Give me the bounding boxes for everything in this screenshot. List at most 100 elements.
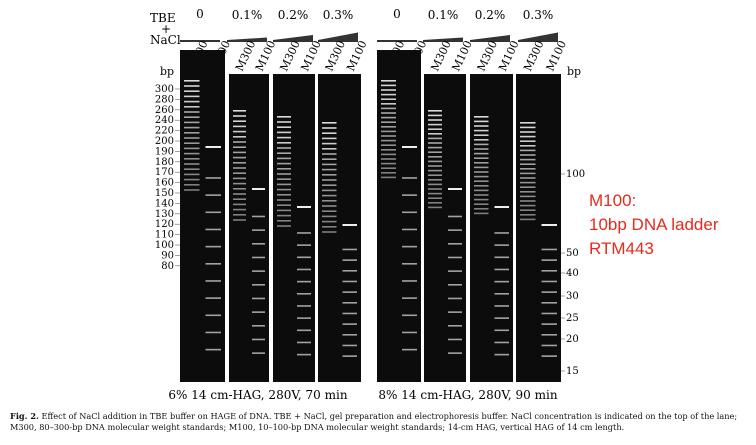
m100-band (252, 297, 265, 300)
m300-band (520, 145, 536, 147)
m300-band (233, 214, 246, 216)
m100-band (252, 243, 265, 245)
m100-band (494, 244, 509, 246)
m300-band (520, 214, 536, 216)
m300-band (520, 131, 536, 133)
m300-band (277, 178, 291, 180)
m100-band (541, 259, 557, 261)
m300-band (233, 177, 246, 180)
concentration-wedge (518, 32, 558, 42)
left-ladder-scale: 3002802602402202001901801701601501401301… (155, 84, 182, 272)
m300-band (277, 225, 291, 227)
m100-band (205, 194, 221, 196)
m300-band (520, 218, 536, 221)
m100-band (342, 224, 357, 226)
m300-band (233, 110, 246, 112)
m300-band (474, 120, 489, 123)
m300-band (233, 208, 246, 211)
m300-band (474, 116, 489, 118)
m300-band (428, 174, 442, 176)
left-tick-label: 120 (155, 219, 174, 230)
m300-band (184, 147, 200, 150)
m100-band (402, 194, 417, 196)
panel-condition-left: 6% 14 cm-HAG, 280V, 70 min (168, 388, 347, 402)
m100-band (342, 344, 357, 347)
m300-band (381, 172, 396, 174)
m100-band (402, 263, 417, 265)
m300-band (322, 148, 337, 150)
buffer-label-line2: + (161, 22, 171, 36)
m100-band (205, 263, 221, 265)
m300-band (381, 139, 396, 142)
m300-band (428, 119, 442, 121)
left-tick-label: 150 (155, 188, 174, 199)
m100-band (252, 325, 265, 327)
concentration-wedge (227, 37, 267, 42)
caption-label: Fig. 2. (10, 411, 39, 421)
m300-band (277, 126, 291, 128)
m300-band (322, 220, 337, 223)
m100-band (541, 291, 557, 293)
m300-band (184, 106, 200, 108)
m300-band (474, 162, 489, 164)
lane-label-m100: M100 (544, 39, 569, 74)
m300-band (520, 191, 536, 193)
gel-lane-panel (424, 74, 466, 382)
m300-band (520, 163, 536, 165)
m100-band (205, 297, 221, 299)
m300-band (428, 128, 442, 130)
right-tick-label: 30 (566, 291, 579, 302)
m300-band (322, 205, 337, 207)
concentration-label: 0 (196, 7, 204, 21)
m100-band (494, 341, 509, 344)
m100-band (342, 259, 357, 261)
left-tick-label: 220 (155, 126, 174, 137)
m100-band (402, 297, 417, 299)
m300-band (520, 126, 536, 129)
m300-band (428, 114, 442, 117)
m300-band (381, 149, 396, 151)
m100-band (494, 280, 509, 283)
m300-band (428, 142, 442, 144)
m100-band (541, 280, 557, 283)
m300-band (520, 200, 536, 202)
m300-band (277, 162, 291, 165)
gel-background (229, 74, 269, 382)
m300-band (322, 122, 337, 124)
m300-band (474, 198, 489, 201)
gel-lane-panel (516, 74, 561, 382)
m300-band (322, 231, 337, 233)
m300-band (322, 215, 337, 218)
m300-band (474, 129, 489, 132)
m100-band (402, 331, 417, 334)
m300-band (277, 209, 291, 212)
m100-band (494, 256, 509, 259)
buffer-label-line3: NaCl (150, 33, 181, 47)
m300-band (277, 204, 291, 206)
m100-band (342, 312, 357, 315)
m100-band (448, 215, 462, 218)
m100-band (252, 256, 265, 259)
m300-band (184, 100, 200, 103)
m300-band (233, 125, 246, 128)
m300-band (277, 142, 291, 144)
m100-band (494, 232, 509, 234)
m100-band (297, 244, 311, 246)
m300-band (474, 157, 489, 159)
gel-background (180, 50, 225, 382)
m100-band (448, 270, 462, 272)
concentration-label: 0.1% (232, 8, 263, 22)
m300-band (233, 167, 246, 169)
concentration-label: 0.3% (323, 8, 354, 22)
m300-band (381, 116, 396, 119)
left-tick-label: 280 (155, 94, 174, 105)
m300-band (428, 123, 442, 126)
m300-band (381, 80, 396, 82)
m300-band (520, 154, 536, 156)
m100-band (205, 331, 221, 334)
m300-band (474, 125, 489, 127)
m300-band (233, 198, 246, 200)
m100-band (448, 243, 462, 245)
m300-band (233, 136, 246, 138)
m100-band (402, 314, 417, 317)
